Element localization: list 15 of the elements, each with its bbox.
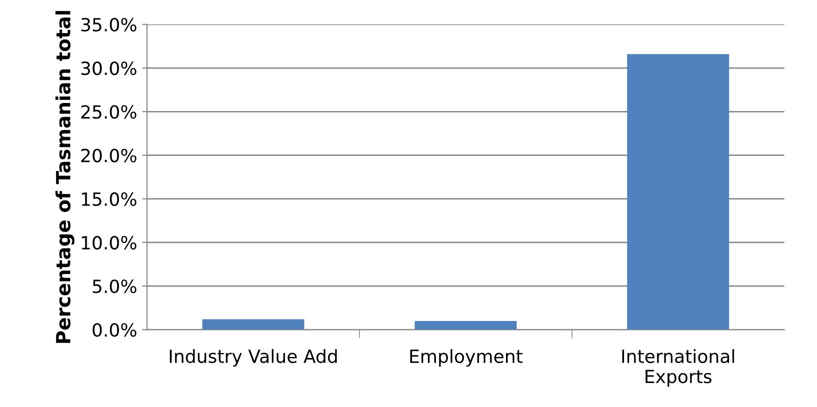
y-tick-label: 20.0%	[81, 148, 136, 162]
y-tick-label: 15.0%	[82, 192, 136, 206]
y-tick-label: 30.0%	[81, 61, 136, 76]
x-tick-label: Employment	[410, 349, 522, 367]
x-tick-label: Industry Value Add	[170, 349, 337, 367]
x-tick-label: International Exports	[622, 349, 734, 387]
y-tick-label: 10.0%	[82, 236, 136, 250]
y-tick-label: 35.0%	[81, 18, 136, 32]
y-tick-label: 0.0%	[92, 323, 136, 337]
y-axis-title: Percentage of Tasmanian total	[55, 11, 74, 343]
bar	[414, 320, 517, 330]
bar	[627, 54, 730, 330]
y-tick-label: 5.0%	[92, 280, 136, 294]
y-tick-label: 25.0%	[81, 105, 136, 119]
bar	[202, 319, 304, 330]
